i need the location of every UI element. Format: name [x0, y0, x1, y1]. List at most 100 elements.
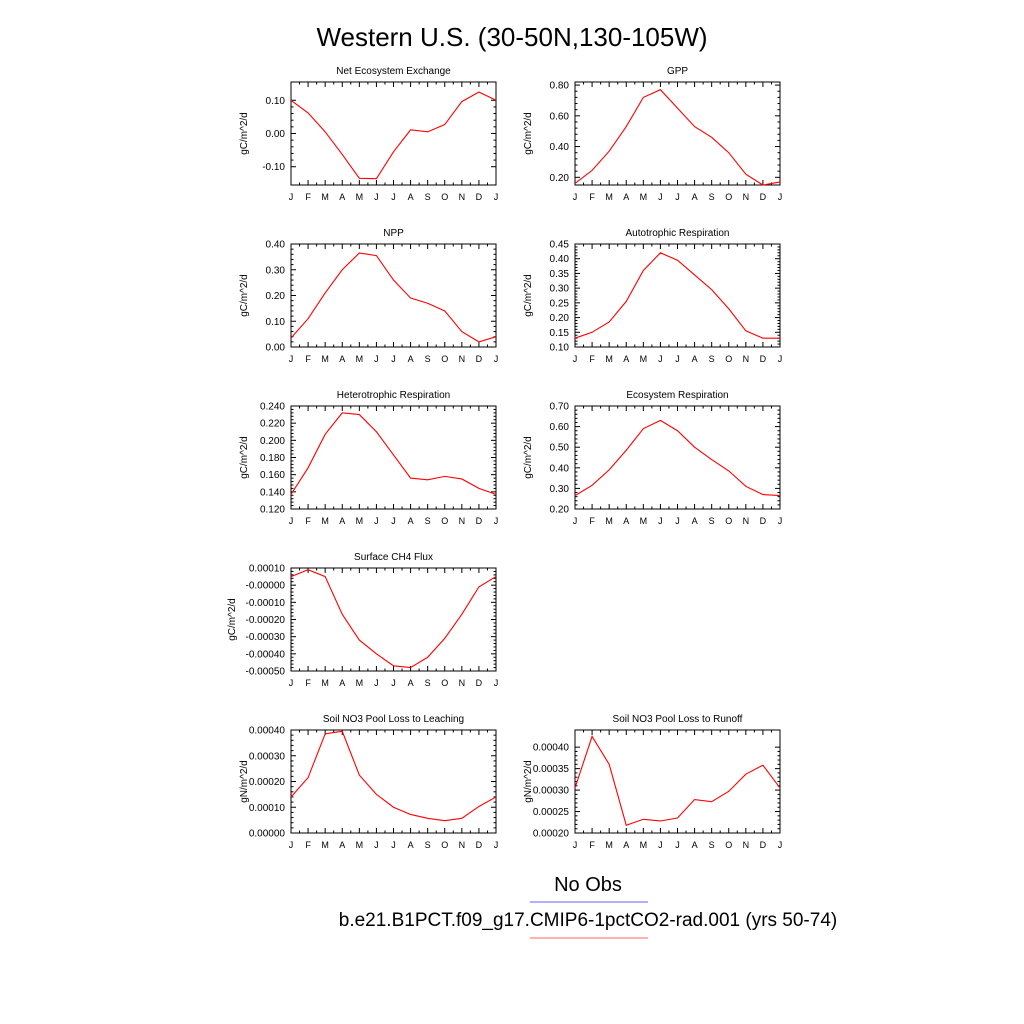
- x-tick-label: M: [356, 516, 364, 526]
- plot-frame: [290, 567, 497, 672]
- plot-frame: [574, 405, 781, 510]
- x-tick-label: F: [305, 678, 311, 688]
- series-line: [290, 91, 497, 180]
- y-axis-label: gC/m^2/d: [523, 436, 534, 479]
- x-tick-label: D: [476, 840, 483, 850]
- panel-title: Soil NO3 Pool Loss to Leaching: [323, 714, 464, 725]
- x-tick-label: J: [289, 354, 294, 364]
- x-tick-label: J: [778, 354, 783, 364]
- y-tick-label: 0.220: [260, 419, 285, 430]
- y-tick-label: -0.00030: [246, 632, 286, 643]
- x-tick-label: O: [441, 840, 448, 850]
- x-tick-label: N: [459, 840, 466, 850]
- x-tick-label: M: [321, 516, 329, 526]
- x-tick-label: O: [725, 354, 732, 364]
- y-tick-label: 0.00000: [249, 829, 286, 840]
- x-tick-label: N: [459, 516, 466, 526]
- y-tick-label: 0.00035: [533, 764, 570, 775]
- x-tick-label: N: [743, 192, 750, 202]
- panel-title: Net Ecosystem Exchange: [336, 66, 451, 77]
- y-axis-label: gC/m^2/d: [239, 436, 250, 479]
- x-tick-label: S: [425, 516, 431, 526]
- x-tick-label: A: [623, 840, 629, 850]
- y-tick-label: 0.200: [260, 436, 285, 447]
- panel-title: Ecosystem Respiration: [626, 390, 728, 401]
- x-tick-label: J: [391, 678, 396, 688]
- y-axis-label: gC/m^2/d: [239, 274, 250, 317]
- y-axis-label: gC/m^2/d: [523, 112, 534, 155]
- chart-panel-8: J F M A M J J A S O N D J0.000000.000100.000200.0003…: [239, 714, 498, 850]
- x-tick-label: O: [725, 840, 732, 850]
- figure-legend: No Obs b.e21.B1PCT.f09_g17.CMIP6-1pctCO2…: [339, 874, 837, 939]
- x-tick-label: A: [339, 354, 345, 364]
- x-tick-label: J: [658, 516, 663, 526]
- x-tick-label: F: [589, 516, 595, 526]
- x-tick-label: A: [339, 678, 345, 688]
- x-tick-label: A: [623, 354, 629, 364]
- y-tick-label: 0.15: [550, 328, 570, 339]
- y-tick-label: 0.160: [260, 470, 285, 481]
- x-tick-label: J: [573, 516, 578, 526]
- y-tick-label: -0.00020: [246, 615, 286, 626]
- x-tick-label: J: [675, 192, 680, 202]
- x-tick-label: A: [623, 516, 629, 526]
- x-tick-label: M: [321, 354, 329, 364]
- x-tick-label: M: [321, 678, 329, 688]
- x-tick-label: J: [675, 354, 680, 364]
- x-tick-label: J: [778, 840, 783, 850]
- x-tick-label: A: [408, 840, 414, 850]
- x-tick-label: A: [408, 354, 414, 364]
- y-axis-label: gN/m^2/d: [239, 760, 250, 803]
- y-tick-label: 0.40: [550, 254, 570, 265]
- series-line: [574, 89, 781, 186]
- y-tick-label: 0.80: [550, 81, 570, 92]
- chart-panel-5: J F M A M J J A S O N D J0.1200.1400.1600.1800.2000.…: [239, 390, 498, 526]
- x-tick-label: J: [778, 516, 783, 526]
- x-tick-label: J: [658, 840, 663, 850]
- x-tick-label: J: [374, 840, 379, 850]
- x-tick-label: J: [391, 354, 396, 364]
- x-tick-label: J: [494, 840, 499, 850]
- x-tick-label: J: [573, 192, 578, 202]
- y-tick-label: 0.120: [260, 505, 285, 516]
- x-tick-label: J: [374, 192, 379, 202]
- y-tick-label: 0.140: [260, 487, 285, 498]
- x-tick-label: N: [459, 678, 466, 688]
- x-tick-label: S: [425, 678, 431, 688]
- series-line: [290, 412, 497, 495]
- y-axis-label: gN/m^2/d: [523, 760, 534, 803]
- x-tick-label: F: [589, 354, 595, 364]
- series-line: [574, 419, 781, 497]
- x-tick-label: J: [391, 192, 396, 202]
- x-tick-label: A: [339, 516, 345, 526]
- x-tick-label: J: [289, 192, 294, 202]
- plot-frame: [290, 243, 497, 348]
- y-tick-label: -0.00050: [246, 667, 286, 678]
- x-tick-label: J: [675, 840, 680, 850]
- x-tick-label: M: [605, 516, 613, 526]
- y-tick-label: 0.20: [550, 173, 570, 184]
- y-tick-label: 0.30: [266, 265, 286, 276]
- x-tick-label: O: [441, 354, 448, 364]
- y-tick-label: 0.70: [550, 402, 570, 413]
- y-tick-label: 0.40: [550, 463, 570, 474]
- y-tick-label: 0.60: [550, 422, 570, 433]
- x-tick-label: A: [408, 516, 414, 526]
- x-tick-label: J: [289, 840, 294, 850]
- x-tick-label: M: [356, 678, 364, 688]
- x-tick-label: M: [356, 192, 364, 202]
- x-tick-label: N: [743, 354, 750, 364]
- y-tick-label: 0.10: [266, 96, 286, 107]
- x-tick-label: M: [356, 354, 364, 364]
- x-tick-label: O: [441, 516, 448, 526]
- y-tick-label: 0.00040: [249, 726, 286, 737]
- x-tick-label: N: [459, 354, 466, 364]
- x-tick-label: M: [640, 516, 648, 526]
- x-tick-label: J: [494, 192, 499, 202]
- y-tick-label: 0.60: [550, 111, 570, 122]
- panel-title: Surface CH4 Flux: [354, 552, 433, 563]
- panel-title: Heterotrophic Respiration: [337, 390, 450, 401]
- legend-label-model: b.e21.B1PCT.f09_g17.CMIP6-1pctCO2-rad.00…: [339, 910, 837, 931]
